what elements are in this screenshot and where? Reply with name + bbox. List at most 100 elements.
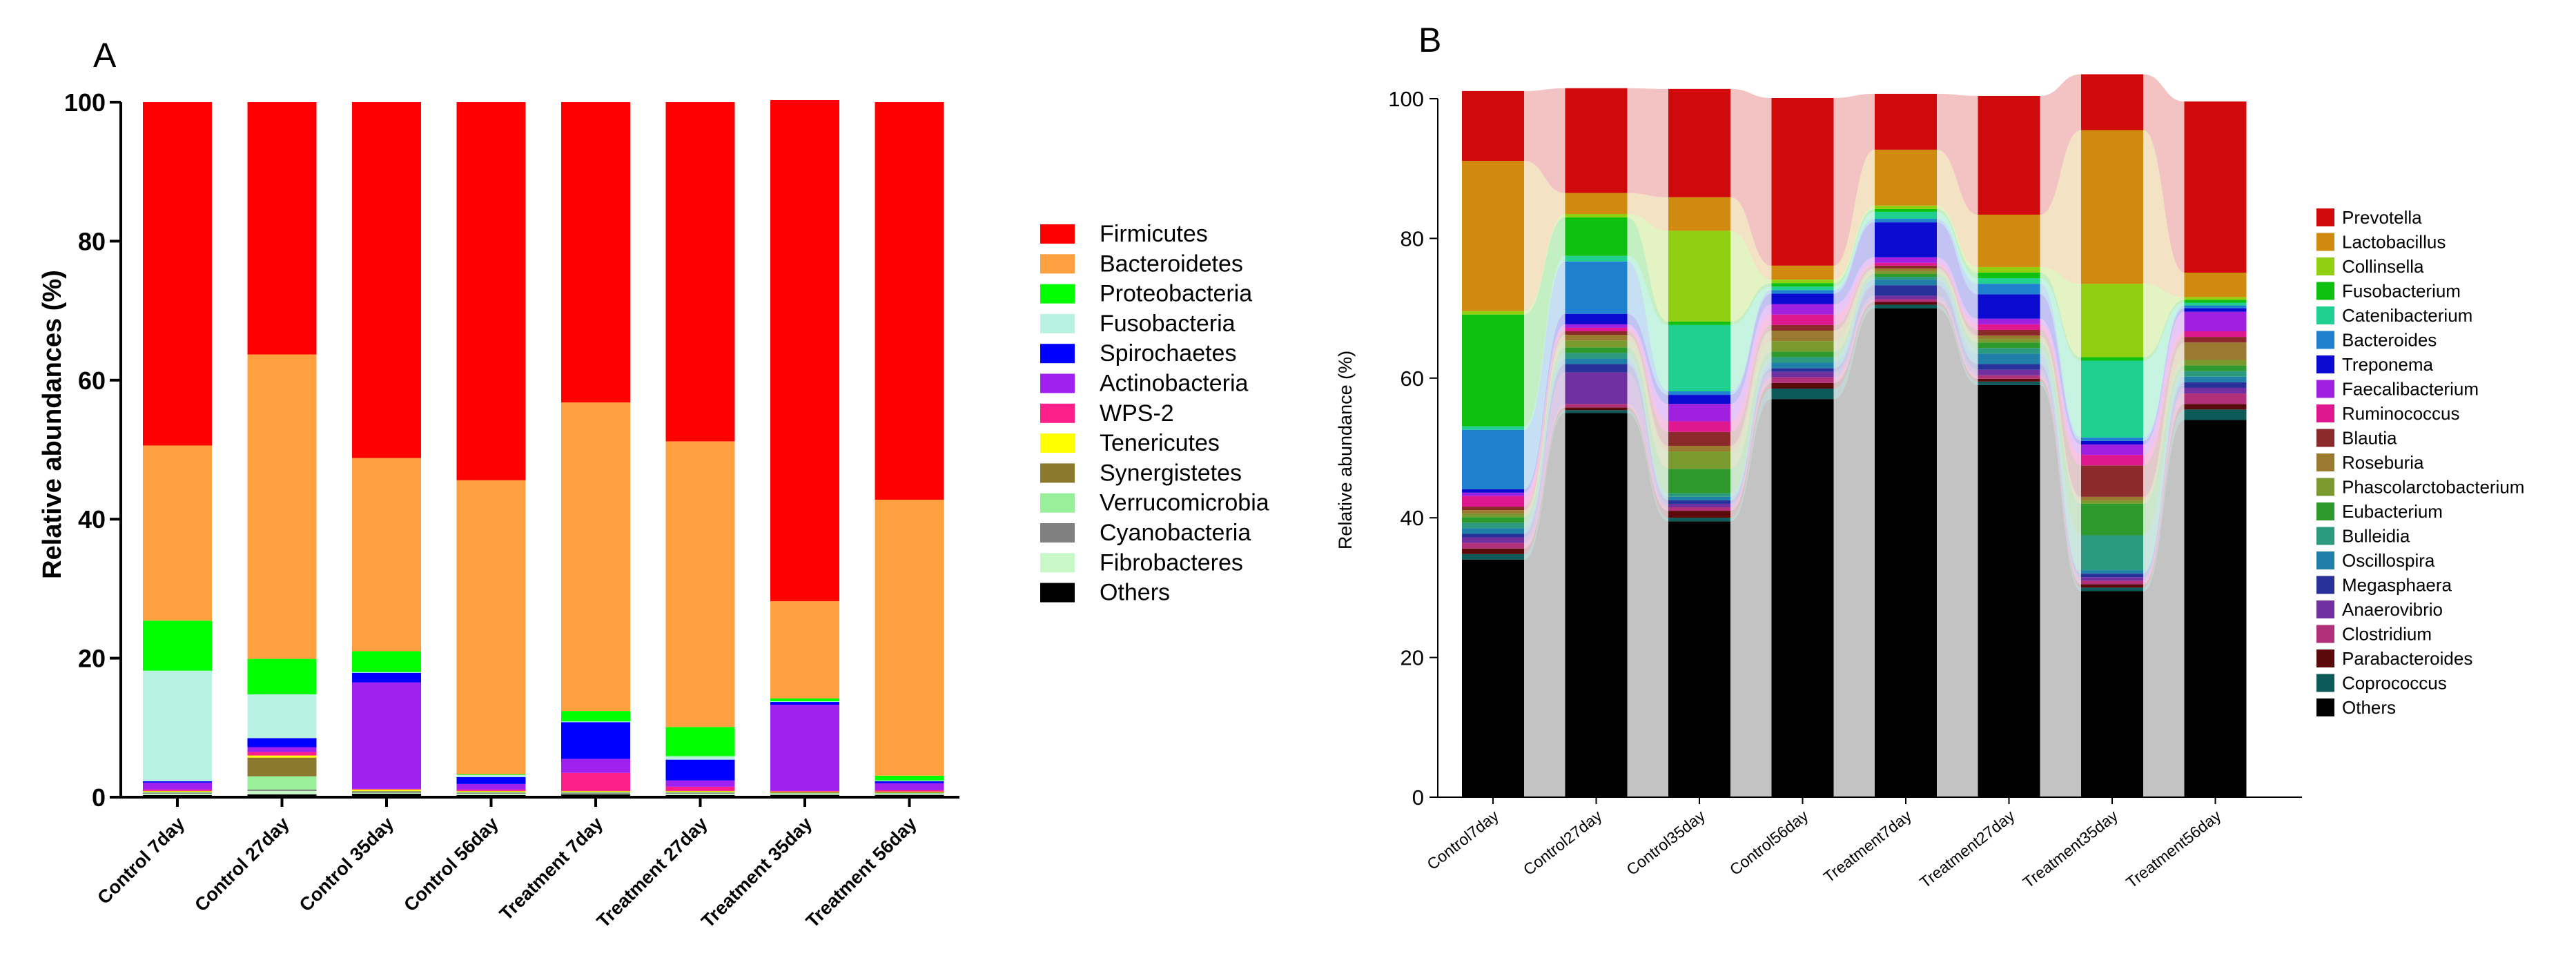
panel-b-flow-prevotella-2 bbox=[1627, 88, 1668, 197]
panel-b-bar-ruminococcus-control27day bbox=[1565, 327, 1628, 331]
panel-b-flow-coprococcus-5 bbox=[1937, 304, 1978, 385]
panel-a-legend-label-bacteroidetes: Bacteroidetes bbox=[1100, 251, 1243, 277]
panel-b-flow-others-4 bbox=[1833, 308, 1875, 798]
panel-b-bar-eubacterium-treatment7day bbox=[1875, 274, 1937, 277]
panel-b-bar-bulleidia-control35day bbox=[1668, 493, 1730, 497]
panel-b-bar-faecalibacterium-control35day bbox=[1668, 404, 1730, 422]
panel-b-flow-treponema-2 bbox=[1627, 313, 1668, 404]
panel-b-flow-coprococcus-1 bbox=[1524, 410, 1565, 560]
panel-b-legend-swatch-clostridium bbox=[2316, 625, 2334, 643]
panel-a-x-tick-label: Control 27day bbox=[191, 813, 293, 916]
panel-b-bar-blautia-control56day bbox=[1771, 324, 1834, 331]
panel-b-legend-swatch-others bbox=[2316, 698, 2334, 716]
panel-b-flow-ruminococcus-2 bbox=[1627, 327, 1668, 432]
panel-b-bar-parabacteroides-control7day bbox=[1462, 548, 1524, 554]
panel-b-bar-fusobacterium-control27day bbox=[1565, 217, 1628, 256]
panel-b-legend-swatch-oscillospira bbox=[2316, 551, 2334, 569]
panel-a-legend-swatch-others bbox=[1040, 583, 1075, 603]
panel-b-bar-ruminococcus-treatment56day bbox=[2184, 331, 2247, 338]
panel-b-legend-swatch-roseburia bbox=[2316, 453, 2334, 471]
panel-b-bar-bulleidia-control27day bbox=[1565, 353, 1628, 359]
panel-b-bar-treponema-treatment27day bbox=[1978, 294, 2040, 319]
panel-b-legend-label-anaerovibrio: Anaerovibrio bbox=[2342, 599, 2443, 620]
panel-b-bar-treponema-control27day bbox=[1565, 313, 1628, 324]
panel-a-bar-firmicutes-control-56day bbox=[456, 102, 526, 480]
panel-b-bar-phascolarctobacterium-control7day bbox=[1462, 514, 1524, 518]
panel-b-bar-catenibacterium-control27day bbox=[1565, 255, 1628, 262]
panel-b-bar-lactobacillus-control7day bbox=[1462, 161, 1524, 311]
panel-a-y-tick-label: 40 bbox=[78, 505, 106, 534]
panel-b-flow-fusobacterium-7 bbox=[2143, 300, 2185, 361]
panel-a-bar-proteobacteria-treatment-35day bbox=[770, 698, 839, 702]
panel-b-flow-oscillospira-7 bbox=[2143, 376, 2185, 574]
panel-b-bar-roseburia-treatment7day bbox=[1875, 268, 1937, 271]
panel-a-bar-verrucomicrobia-treatment-35day bbox=[770, 792, 839, 794]
panel-b-bar-coprococcus-control7day bbox=[1462, 554, 1524, 560]
panel-b-flow-catenibacterium-2 bbox=[1627, 255, 1668, 392]
panel-b-legend-swatch-lactobacillus bbox=[2316, 233, 2334, 251]
panel-b-bar-coprococcus-treatment56day bbox=[2184, 409, 2247, 420]
panel-a-bar-bacteroidetes-control-35day bbox=[352, 458, 421, 652]
panel-a-bar-actinobacteria-treatment-7day bbox=[561, 759, 630, 773]
panel-b-axes: 0 20 40 60 80 100 bbox=[1388, 87, 2302, 810]
panel-b-flow-anaerovibrio-5 bbox=[1937, 295, 1978, 375]
panel-b-y-tick-label: 60 bbox=[1401, 366, 1424, 391]
panel-b-bar-clostridium-treatment7day bbox=[1875, 299, 1937, 302]
panel-b-bar-bacteroides-treatment27day bbox=[1978, 284, 2040, 295]
panel-b-flow-bacteroides-2 bbox=[1627, 261, 1668, 395]
panel-a-bar-verrucomicrobia-control-56day bbox=[456, 792, 526, 793]
panel-b-flow-clostridium-2 bbox=[1627, 404, 1668, 511]
panel-b-flow-anaerovibrio-3 bbox=[1730, 371, 1772, 508]
panel-b-bar-clostridium-control27day bbox=[1565, 404, 1628, 408]
panel-b-bar-ruminococcus-treatment7day bbox=[1875, 262, 1937, 266]
panel-a-bar-wps-2-treatment-27day bbox=[665, 786, 735, 791]
panel-b-flow-others-3 bbox=[1730, 399, 1772, 797]
panel-a-bar-others-control-35day bbox=[352, 793, 421, 797]
panel-b-x-tick-label: Treatment27day bbox=[1916, 806, 2018, 891]
panel-b-bar-oscillospira-control56day bbox=[1771, 362, 1834, 369]
panel-b-flow-faecalibacterium-5 bbox=[1937, 257, 1978, 324]
panel-b-x-tick-label: Treatment56day bbox=[2123, 806, 2225, 891]
panel-b-bar-collinsella-control7day bbox=[1462, 311, 1524, 315]
panel-b-flow-collinsella-7 bbox=[2143, 284, 2185, 358]
panel-b-bar-anaerovibrio-treatment56day bbox=[2184, 387, 2247, 394]
panel-b-legend-label-treponema: Treponema bbox=[2342, 354, 2434, 375]
panel-b-bar-parabacteroides-treatment56day bbox=[2184, 404, 2247, 410]
panel-a-bar-synergistetes-treatment-56day bbox=[875, 792, 944, 793]
panel-b-flow-blautia-1 bbox=[1524, 331, 1565, 511]
panel-b-bar-fusobacterium-control56day bbox=[1771, 283, 1834, 287]
panel-a-bar-fibrobacteres-control-7day bbox=[143, 793, 212, 795]
panel-a-bar-others-treatment-27day bbox=[665, 794, 735, 797]
panel-a-bar-verrucomicrobia-control-27day bbox=[247, 776, 317, 790]
panel-b-flow-roseburia-6 bbox=[2040, 335, 2081, 500]
panel-b-flow-parabacteroides-6 bbox=[2040, 378, 2081, 588]
panel-b-legend-label-clostridium: Clostridium bbox=[2342, 624, 2432, 645]
panel-b-bar-phascolarctobacterium-control35day bbox=[1668, 451, 1730, 469]
panel-a-bar-tenericutes-control-7day bbox=[143, 790, 212, 792]
panel-b-flow-clostridium-6 bbox=[2040, 375, 2081, 585]
panel-b-flow-parabacteroides-7 bbox=[2143, 404, 2185, 588]
panel-a-x-tick-label: Control 7day bbox=[93, 813, 188, 908]
panel-a-bar-actinobacteria-control-7day bbox=[143, 782, 212, 790]
panel-b-flow-phascolarctobacterium-4 bbox=[1833, 271, 1875, 352]
panel-b-bar-lactobacillus-control27day bbox=[1565, 193, 1628, 214]
panel-a-y-tick-label: 60 bbox=[78, 366, 106, 395]
panel-b-flow-phascolarctobacterium-7 bbox=[2143, 360, 2185, 504]
panel-b-flow-fusobacterium-6 bbox=[2040, 272, 2081, 361]
panel-a-bar-wps-2-control-27day bbox=[247, 752, 317, 756]
panel-b-bar-clostridium-treatment56day bbox=[2184, 393, 2247, 404]
panel-b-bar-lactobacillus-treatment56day bbox=[2184, 272, 2247, 297]
panel-b-legend-label-megasphaera: Megasphaera bbox=[2342, 575, 2452, 596]
panel-b-bar-bacteroides-control27day bbox=[1565, 261, 1628, 314]
panel-b-x-tick-labels: Control7day Control27day Control35day Contr… bbox=[1423, 806, 2225, 891]
panel-b-bar-catenibacterium-treatment7day bbox=[1875, 211, 1937, 219]
panel-b-bar-catenibacterium-control7day bbox=[1462, 426, 1524, 430]
panel-b-legend-label-bulleidia: Bulleidia bbox=[2342, 526, 2410, 547]
panel-b-bar-others-control27day bbox=[1565, 413, 1628, 797]
panel-b-flow-prevotella-4 bbox=[1833, 93, 1875, 266]
panel-a-bar-cyanobacteria-control-7day bbox=[143, 792, 212, 794]
panel-b-bar-catenibacterium-control56day bbox=[1771, 286, 1834, 291]
panel-b-bar-others-treatment35day bbox=[2081, 591, 2143, 797]
panel-b-flow-faecalibacterium-7 bbox=[2143, 311, 2185, 456]
panel-b-bar-fusobacterium-treatment35day bbox=[2081, 357, 2143, 361]
